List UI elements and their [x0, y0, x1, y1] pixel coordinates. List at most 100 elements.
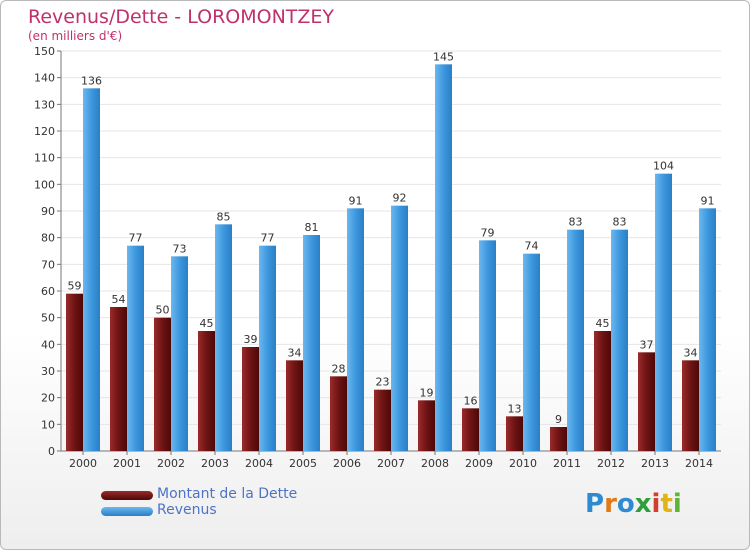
data-label-debt: 9 [555, 413, 562, 426]
data-label-debt: 13 [508, 402, 522, 415]
logo-letter: t [660, 489, 673, 519]
x-tick-label: 2008 [421, 457, 449, 470]
bar-revenus [171, 256, 188, 451]
y-tick-label: 80 [41, 232, 55, 245]
data-label-debt: 34 [288, 346, 302, 359]
bar-debt [550, 427, 567, 451]
logo-letter: x [634, 489, 652, 519]
y-tick-label: 60 [41, 285, 55, 298]
x-tick-label: 2001 [113, 457, 141, 470]
x-tick-label: 2002 [157, 457, 185, 470]
bar-revenus [479, 240, 496, 451]
y-tick-label: 20 [41, 392, 55, 405]
data-label-debt: 39 [244, 333, 258, 346]
data-label-revenus: 136 [81, 74, 102, 87]
chart-subtitle: (en milliers d'€) [28, 29, 123, 43]
x-tick-label: 2014 [685, 457, 713, 470]
bar-revenus [523, 253, 540, 451]
data-label-debt: 50 [156, 304, 170, 317]
y-tick-label: 10 [41, 418, 55, 431]
bar-debt [374, 389, 391, 451]
bar-revenus [391, 205, 408, 451]
data-label-revenus: 77 [129, 232, 143, 245]
y-tick-label: 30 [41, 365, 55, 378]
bar-revenus [83, 88, 100, 451]
bar-revenus [215, 224, 232, 451]
data-label-revenus: 79 [481, 226, 495, 239]
bar-debt [242, 347, 259, 451]
data-label-debt: 16 [464, 394, 478, 407]
y-tick-label: 140 [34, 72, 55, 85]
data-label-revenus: 83 [613, 216, 627, 229]
data-label-revenus: 81 [305, 221, 319, 234]
data-label-revenus: 74 [525, 240, 539, 253]
x-tick-label: 2004 [245, 457, 273, 470]
legend-swatch-debt [101, 491, 153, 500]
bar-debt [110, 307, 127, 451]
proxiti-logo: Proxiti [585, 489, 682, 519]
bar-revenus [611, 229, 628, 451]
data-label-debt: 59 [68, 280, 82, 293]
logo-letter: o [616, 489, 635, 519]
logo-letter: P [585, 489, 605, 519]
x-tick-label: 2000 [69, 457, 97, 470]
data-label-revenus: 73 [173, 242, 187, 255]
bar-debt [66, 293, 83, 451]
x-tick-label: 2003 [201, 457, 229, 470]
y-tick-label: 120 [34, 125, 55, 138]
data-label-revenus: 91 [349, 194, 363, 207]
logo-letter: i [672, 489, 682, 519]
bar-revenus [347, 208, 364, 451]
bar-debt [418, 400, 435, 451]
data-label-debt: 34 [684, 346, 698, 359]
bar-debt [330, 376, 347, 451]
bar-revenus [303, 235, 320, 451]
x-tick-label: 2012 [597, 457, 625, 470]
data-label-revenus: 104 [653, 160, 674, 173]
y-tick-label: 50 [41, 312, 55, 325]
y-tick-label: 40 [41, 338, 55, 351]
x-tick-label: 2010 [509, 457, 537, 470]
data-label-debt: 37 [640, 338, 654, 351]
bar-debt [462, 408, 479, 451]
y-tick-label: 150 [34, 45, 55, 58]
y-tick-label: 90 [41, 205, 55, 218]
x-tick-label: 2007 [377, 457, 405, 470]
data-label-revenus: 92 [393, 192, 407, 205]
y-tick-label: 100 [34, 178, 55, 191]
bar-debt [506, 416, 523, 451]
bar-revenus [567, 229, 584, 451]
bar-revenus [699, 208, 716, 451]
logo-letter: r [604, 489, 617, 519]
data-label-debt: 45 [596, 317, 610, 330]
bar-debt [286, 360, 303, 451]
bar-debt [594, 331, 611, 451]
bar-debt [198, 331, 215, 451]
data-label-debt: 23 [376, 376, 390, 389]
y-tick-label: 110 [34, 152, 55, 165]
legend-label-debt: Montant de la Dette [157, 486, 298, 502]
data-label-debt: 19 [420, 386, 434, 399]
bar-revenus [435, 64, 452, 452]
data-label-revenus: 77 [261, 232, 275, 245]
x-tick-label: 2009 [465, 457, 493, 470]
bar-revenus [655, 173, 672, 451]
data-label-debt: 28 [332, 362, 346, 375]
legend-swatch-revenus [101, 507, 153, 516]
y-tick-label: 0 [48, 445, 55, 458]
chart-title: Revenus/Dette - LOROMONTZEY [28, 6, 335, 28]
bar-revenus [259, 245, 276, 451]
data-label-debt: 45 [200, 317, 214, 330]
x-tick-label: 2013 [641, 457, 669, 470]
bar-revenus [127, 245, 144, 451]
x-tick-label: 2005 [289, 457, 317, 470]
bar-debt [638, 352, 655, 451]
y-tick-label: 70 [41, 258, 55, 271]
x-tick-label: 2006 [333, 457, 361, 470]
bar-debt [154, 317, 171, 451]
x-tick-label: 2011 [553, 457, 581, 470]
legend-label-revenus: Revenus [157, 502, 217, 518]
data-label-revenus: 145 [433, 50, 454, 63]
